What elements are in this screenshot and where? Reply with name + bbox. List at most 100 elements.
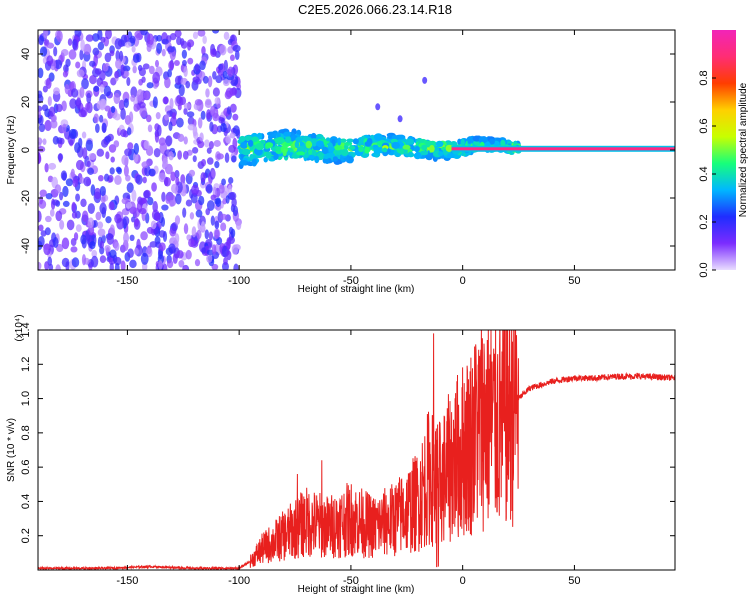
spectrogram-noise-blob <box>191 146 199 154</box>
spectrogram-noise-blob <box>128 111 134 123</box>
spectrogram-signal-blob <box>276 132 281 138</box>
spectrogram-noise-blob <box>182 59 187 67</box>
spectrogram-signal-blob <box>308 149 313 155</box>
spectrogram-noise-blob <box>133 103 140 112</box>
spectrogram-noise-blob <box>113 256 122 266</box>
spectrogram-noise-blob <box>43 243 51 250</box>
spectrogram-noise-blob <box>180 40 188 49</box>
spectrogram-signal-blob <box>263 157 268 163</box>
spectrogram-noise-blob <box>48 263 54 270</box>
spectrogram-noise-blob <box>141 76 146 83</box>
spectrogram-noise-blob <box>126 77 131 87</box>
spectrogram-noise-blob <box>212 87 220 97</box>
spectrogram-noise-blob <box>220 213 228 220</box>
spectrogram-signal-blob <box>325 137 331 142</box>
spectrogram-noise-blob <box>189 212 195 220</box>
spectrogram-signal-blob <box>295 136 303 143</box>
spectrogram-noise-blob <box>226 106 231 115</box>
spectrogram-noise-blob <box>180 174 186 185</box>
spectrogram-noise-blob <box>211 244 217 255</box>
spectrogram-noise-blob <box>62 123 67 134</box>
colorbar-tick-label: 0.0 <box>698 262 710 277</box>
spectrogram-noise-blob <box>132 65 137 74</box>
spectrogram-signal-blob <box>402 144 411 150</box>
spectrogram-noise-blob <box>214 160 220 169</box>
spectrogram-noise-blob <box>158 242 166 252</box>
spectrogram-signal-blob <box>376 141 383 146</box>
spectrogram-noise-blob <box>167 46 175 53</box>
spectrogram-noise-blob <box>93 85 100 92</box>
spectrogram-noise-blob <box>75 61 81 69</box>
spectrogram-noise-blob <box>43 30 48 39</box>
spectrogram-signal-blob <box>273 153 279 160</box>
spectrogram-noise-blob <box>102 63 109 72</box>
spectrogram-noise-blob <box>46 42 55 49</box>
spectrogram-signal-blob <box>267 134 273 141</box>
spectrogram-noise-blob <box>199 60 206 71</box>
spectrogram-noise-blob <box>206 249 214 256</box>
spectrogram-signal-blob <box>399 149 404 155</box>
spectrogram-noise-blob <box>42 138 47 145</box>
spectrogram-noise-blob <box>174 30 182 38</box>
spectrogram-noise-blob <box>81 254 87 266</box>
spectrogram-noise-blob <box>190 192 198 204</box>
spectrogram-noise-blob <box>38 94 44 104</box>
spectrogram-noise-blob <box>44 119 52 132</box>
spectrogram-noise-blob <box>38 35 44 46</box>
spectrogram-noise-blob <box>114 70 120 79</box>
spectrogram-burst <box>422 76 428 84</box>
spectrogram-noise-blob <box>131 189 137 202</box>
spectrogram-noise-blob <box>161 204 169 211</box>
spectrogram-noise-blob <box>113 113 121 121</box>
colorbar-gradient <box>712 30 736 270</box>
spectrogram-noise-blob <box>52 237 59 248</box>
spectrogram-noise-blob <box>221 261 229 270</box>
spectrogram-noise-blob <box>56 243 64 253</box>
spectrogram-noise-blob <box>47 96 52 107</box>
spectrogram-noise-blob <box>222 70 228 79</box>
spectrogram-xtick-label: 0 <box>460 275 466 287</box>
spectrogram-noise-blob <box>120 260 126 270</box>
spectrogram-noise-blob <box>148 65 155 75</box>
spectrogram-noise-blob <box>100 36 106 43</box>
spectrogram-noise-blob <box>126 182 134 193</box>
spectrogram-noise-blob <box>138 208 147 215</box>
spectrogram-noise-blob <box>82 147 88 160</box>
spectrogram-signal-blob <box>251 158 258 167</box>
spectrogram-noise-blob <box>138 67 146 77</box>
spectrogram-noise-blob <box>123 70 130 78</box>
spectrogram-signal-blob <box>265 151 272 159</box>
spectrogram-signal-blob <box>488 138 495 145</box>
spectrogram-noise-blob <box>93 187 102 200</box>
spectrogram-noise-blob <box>88 153 97 160</box>
spectrogram-signal-blob <box>467 136 472 144</box>
spectrogram-noise-blob <box>207 75 213 88</box>
spectrogram-signal-blob <box>315 140 324 147</box>
spectrogram-noise-blob <box>151 182 157 192</box>
spectrogram-signal-blob <box>413 152 422 160</box>
spectrogram-noise-blob <box>38 110 42 119</box>
spectrogram-noise-blob <box>155 112 161 120</box>
spectrogram-noise-blob <box>204 229 210 240</box>
spectrogram-signal-blob <box>473 141 481 146</box>
spectrogram-noise-blob <box>195 78 202 85</box>
spectrogram-noise-blob <box>165 135 173 147</box>
spectrogram-noise-blob <box>58 153 63 163</box>
spectrogram-noise-blob <box>136 238 141 251</box>
spectrogram-noise-blob <box>172 253 178 264</box>
spectrogram-noise-blob <box>99 70 106 81</box>
spectrogram-noise-blob <box>201 46 206 56</box>
spectrogram-noise-blob <box>210 215 215 226</box>
spectrogram-noise-blob <box>220 222 227 232</box>
spectrogram-signal-blob <box>321 146 329 155</box>
spectrogram-noise-blob <box>202 35 207 45</box>
spectrogram-noise-blob <box>183 102 191 110</box>
spectrogram-noise-blob <box>121 197 129 205</box>
spectrogram-noise-blob <box>228 144 236 153</box>
snr-xtick-label: 50 <box>568 575 580 587</box>
spectrogram-noise-blob <box>234 50 240 61</box>
colorbar-tick-label: 0.4 <box>698 166 710 181</box>
spectrogram-noise-blob <box>51 199 60 206</box>
spectrogram-noise-blob <box>71 88 79 98</box>
spectrogram-noise-blob <box>89 74 97 85</box>
